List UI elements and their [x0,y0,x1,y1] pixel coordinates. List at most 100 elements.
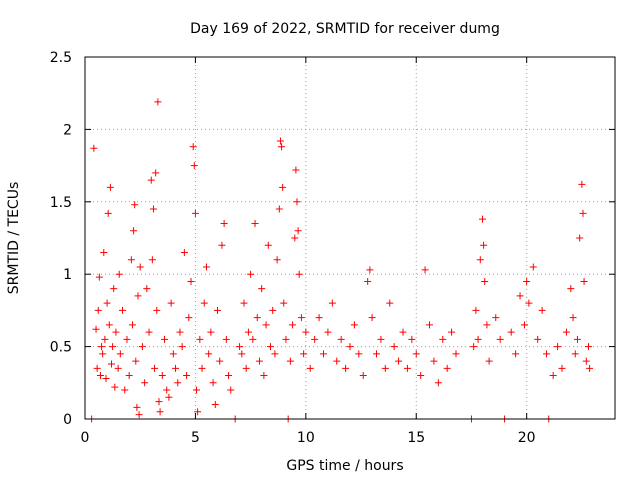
data-point [364,277,372,285]
data-point [269,306,277,314]
data-point [355,350,363,358]
data-point [191,209,199,217]
data-point [131,201,139,209]
data-point [112,328,120,336]
data-point [214,306,221,314]
data-point [483,321,491,329]
data-point [114,364,122,372]
x-tick-label: 10 [297,430,315,446]
data-point [516,292,524,300]
data-point [211,401,219,409]
data-point [251,220,259,228]
data-point [337,335,345,343]
data-point [128,321,136,329]
data-point [271,350,279,358]
data-point [145,328,153,336]
y-axis-title: SRMTID / TECUs [6,182,22,295]
data-point [311,335,319,343]
data-point [520,321,528,329]
data-point [408,335,416,343]
x-tick-label: 20 [518,430,536,446]
data-point [222,335,230,343]
data-point [443,364,451,372]
data-point [573,335,581,343]
y-tick-label: 1.5 [50,195,72,211]
data-point [165,393,173,401]
data-point [350,321,358,329]
data-point [95,273,103,281]
data-point [492,314,500,322]
data-point [247,270,255,278]
chart-title: Day 169 of 2022, SRMTID for receiver dum… [190,21,500,37]
data-point [346,343,354,351]
data-point [474,335,482,343]
data-point [155,398,163,406]
data-point [96,372,104,380]
y-tick-label: 0.5 [50,340,72,356]
data-point [258,285,266,293]
data-point [306,364,314,372]
data-point [207,328,215,336]
data-point [227,386,235,394]
data-point [153,306,161,314]
data-point [368,314,376,322]
x-tick-label: 0 [81,430,90,446]
data-point [100,248,108,256]
data-point [147,176,155,184]
data-point [496,335,504,343]
data-point [189,143,197,151]
data-point [99,350,107,358]
data-point [172,364,180,372]
data-point [236,343,244,351]
data-point [102,374,110,382]
data-point [174,379,182,387]
data-point [579,209,587,217]
data-point [292,166,300,174]
data-point [209,379,217,387]
data-point [421,266,429,274]
data-point [108,360,115,368]
data-point [242,364,250,372]
x-tick-label: 5 [191,430,200,446]
data-point [373,350,380,358]
data-point [481,277,489,285]
data-point [578,180,586,188]
data-point [135,411,143,419]
data-point [278,143,286,151]
data-point [115,270,123,278]
data-point [576,234,584,242]
data-point [403,364,411,372]
y-tick-label: 2 [63,122,72,138]
data-point [289,321,297,329]
data-point [180,248,188,256]
data-point [279,183,287,191]
data-point [104,209,112,217]
data-point [187,277,195,285]
y-tick-label: 2.5 [50,50,72,66]
data-point [538,306,546,314]
data-point [324,328,332,336]
data-point [399,328,407,336]
data-point [101,335,109,343]
data-point [183,372,191,380]
data-point [202,263,210,271]
data-point [412,350,420,358]
data-point [94,306,102,314]
data-point [434,379,442,387]
data-point [390,343,398,351]
plot-frame [84,56,616,420]
data-point [534,335,542,343]
data-point [198,364,206,372]
data-point [190,162,198,170]
data-point [472,306,480,314]
x-axis-title: GPS time / hours [286,458,403,474]
data-point [562,328,570,336]
data-point [158,372,166,380]
data-point [133,403,141,411]
data-point [253,314,261,322]
data-point [238,350,246,358]
data-point [130,227,138,235]
data-point [582,357,590,365]
data-point [280,299,288,307]
data-point [291,234,299,242]
